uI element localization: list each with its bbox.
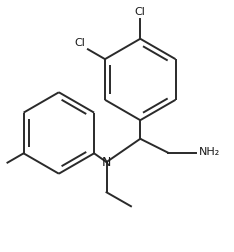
Text: Cl: Cl bbox=[75, 38, 86, 48]
Text: N: N bbox=[102, 155, 111, 169]
Text: Cl: Cl bbox=[135, 7, 146, 17]
Text: NH₂: NH₂ bbox=[199, 147, 220, 157]
